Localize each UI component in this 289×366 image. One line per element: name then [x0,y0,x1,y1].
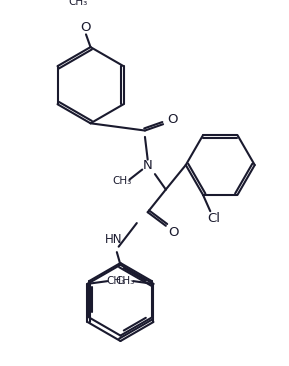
Text: O: O [167,113,177,126]
Text: Cl: Cl [208,212,221,225]
Text: CH₃: CH₃ [113,176,132,186]
Text: O: O [168,226,178,239]
Text: HN: HN [104,233,122,246]
Text: CH₃: CH₃ [106,276,125,286]
Text: N: N [143,158,153,172]
Text: CH₃: CH₃ [116,276,135,286]
Text: CH₃: CH₃ [68,0,88,7]
Text: O: O [81,20,91,34]
